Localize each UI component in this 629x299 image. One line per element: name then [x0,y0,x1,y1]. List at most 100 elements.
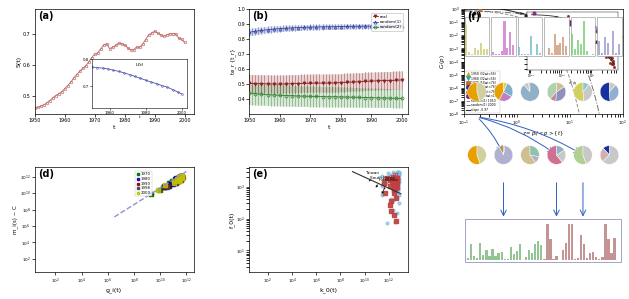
Point [392,196,402,201]
Point [601,28,611,33]
random(1) [331,25,338,28]
Bar [583,22,585,55]
1998 [173,179,183,183]
Bar [571,225,573,260]
Bar [577,258,579,260]
Point [565,20,575,25]
Text: (b): (b) [252,11,269,21]
Bar [528,250,530,260]
Bar [537,241,540,260]
Point [392,184,402,189]
Point [391,172,401,177]
random(1) [245,30,253,34]
Bar [598,41,600,55]
Bar [574,259,576,260]
real [343,80,351,84]
Point [392,174,403,179]
1970 [177,174,187,179]
Point [390,180,400,185]
Bar [468,52,470,55]
Point [390,184,400,189]
random(1) [282,26,289,30]
Text: (a): (a) [38,11,53,21]
Point [576,21,586,26]
Point [546,16,556,21]
Point [393,184,403,189]
1980 [160,185,170,190]
1990 [172,177,182,182]
random(2) [282,94,289,97]
1998 [176,175,186,179]
Point [391,186,401,190]
random(1) [380,24,387,28]
1980 [174,174,184,179]
Point [389,182,399,187]
random(2) [313,95,320,98]
Point [599,31,609,36]
Bar [604,37,606,55]
1990 [159,184,169,189]
random(1) [325,25,333,28]
Point [388,175,398,180]
Point [600,29,610,33]
2000 [177,175,187,179]
1998 [170,181,181,186]
Bar [586,51,588,55]
Bar [467,258,469,260]
Point [388,207,398,212]
Bar [540,245,542,260]
Point [591,29,601,33]
1998 [177,176,187,181]
real [355,80,363,83]
Point [596,26,606,31]
Point [392,183,402,188]
Bar [618,44,620,55]
1998 [174,177,184,182]
Bar [494,256,497,260]
Bar [536,44,538,55]
Point [552,16,562,21]
2000 [174,179,184,183]
Point [588,29,598,33]
Point [377,173,387,178]
random(1) [374,24,381,28]
Point [387,197,398,202]
Point [387,198,398,203]
Bar [559,43,562,55]
1970 [176,175,186,179]
1980 [164,184,174,189]
random(1) [306,25,314,29]
1998 [174,178,184,183]
1990 [172,177,182,181]
Point [387,178,398,183]
Point [382,221,392,225]
Point [394,173,404,178]
2000 [174,176,184,181]
Point [379,181,389,186]
Point [601,28,611,33]
Text: (e): (e) [252,169,268,179]
1970 [155,188,165,193]
Bar [473,256,476,260]
Bar [506,259,509,260]
Point [572,21,582,25]
1998 [171,179,181,183]
random(1) [343,25,351,28]
Point [591,27,601,32]
1998 [173,175,183,180]
Point [391,179,401,183]
Point [601,30,611,35]
Bar [571,33,574,55]
1990 [176,178,186,182]
1980 [176,174,186,179]
Bar [562,251,564,260]
random(2) [398,97,406,100]
1970 [176,174,186,179]
Point [387,170,398,175]
Point [391,175,401,180]
Point [381,190,391,195]
Bar [509,33,511,55]
X-axis label: k_0(t): k_0(t) [320,287,338,293]
Point [597,31,607,36]
real [288,82,296,86]
